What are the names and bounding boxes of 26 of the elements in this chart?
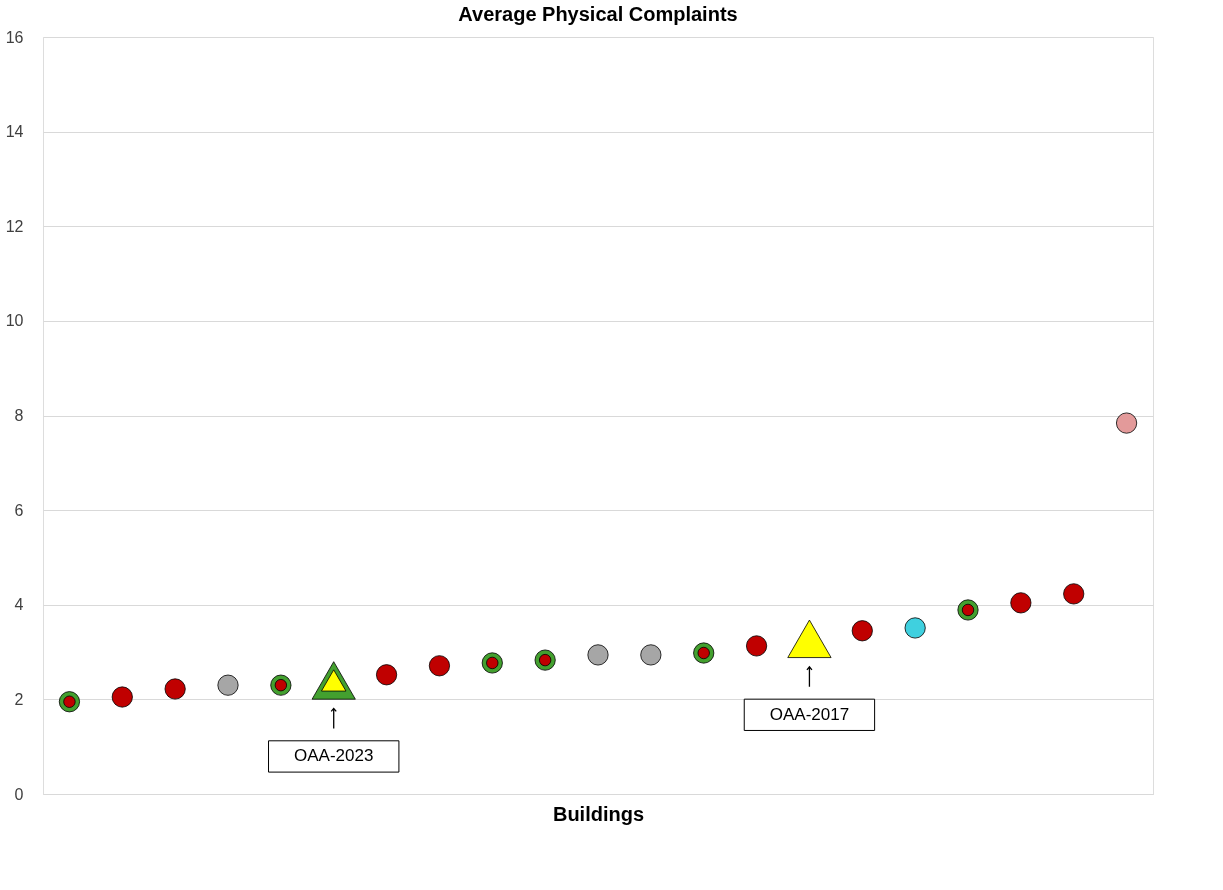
y-tick-label: 4 <box>14 596 24 614</box>
y-tick-label: 8 <box>14 407 24 424</box>
point <box>428 655 450 677</box>
point <box>587 644 609 666</box>
point <box>1010 592 1032 614</box>
y-tick-label: 0 <box>14 785 24 803</box>
y-tick-label: 2 <box>14 690 24 708</box>
y-tick-label: 10 <box>5 312 24 330</box>
point <box>640 644 662 666</box>
point <box>1116 412 1138 434</box>
point <box>851 620 873 642</box>
annotation: OAA-2017 <box>769 704 850 724</box>
point <box>164 678 186 700</box>
annotation: OAA-2023 <box>294 746 374 766</box>
chart-title: Average Physical Complaints <box>458 3 738 25</box>
point <box>746 635 768 657</box>
point <box>217 674 239 696</box>
point <box>111 686 133 708</box>
point <box>904 617 926 639</box>
y-tick-label: 12 <box>5 217 24 235</box>
x-axis-title: Buildings <box>552 802 645 825</box>
point <box>376 664 398 686</box>
y-tick-label: 14 <box>5 123 24 141</box>
y-tick-label: 16 <box>5 28 24 46</box>
y-tick-label: 6 <box>14 501 24 519</box>
point <box>1063 583 1085 605</box>
